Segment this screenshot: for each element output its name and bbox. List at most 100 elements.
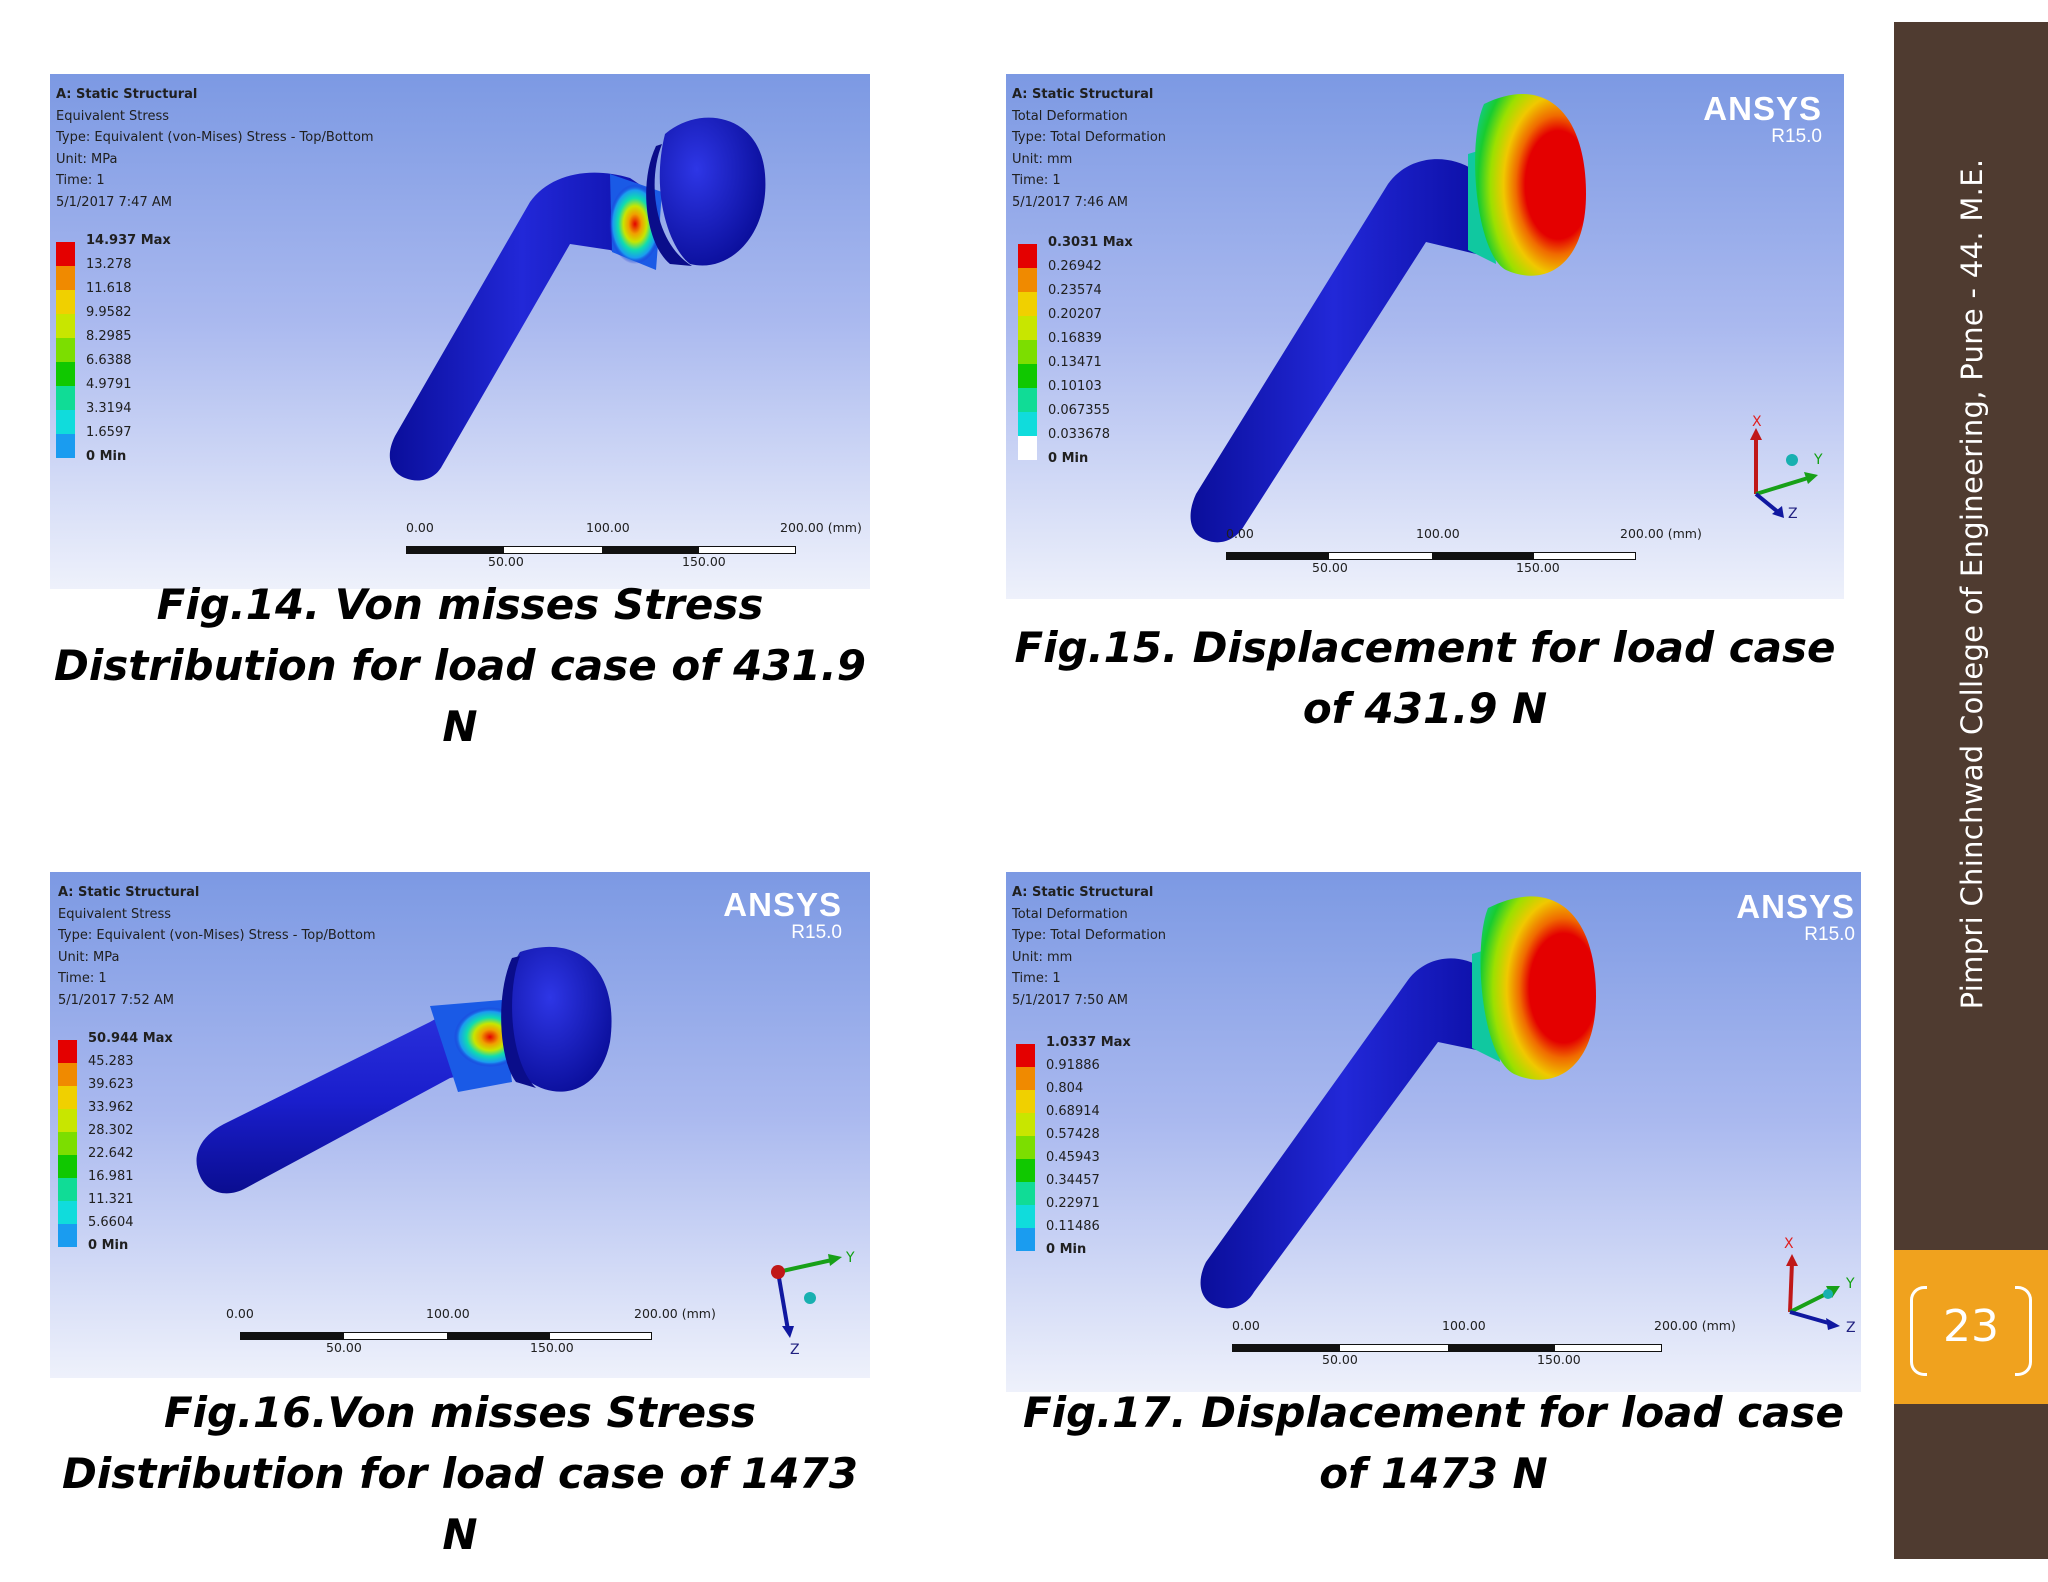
result-unit: Unit: mm (1012, 949, 1073, 965)
bracket-right-icon (2015, 1286, 2032, 1376)
page-number-badge: 23 (1894, 1250, 2048, 1404)
figure-14-viewport: A: Static Structural Equivalent Stress T… (50, 74, 870, 589)
result-info: A: Static Structural Equivalent Stress T… (56, 84, 374, 213)
scale-label: 100.00 (426, 1306, 470, 1321)
scale-bar: 0.00 100.00 200.00 (mm) 50.00 150.00 (1232, 1318, 1736, 1370)
legend-label: 13.278 (86, 257, 132, 272)
analysis-header: A: Static Structural (1012, 885, 1154, 900)
legend-label: 0.804 (1046, 1081, 1084, 1096)
scale-label: 200.00 (mm) (1654, 1318, 1736, 1333)
result-time: Time: 1 (1012, 971, 1061, 986)
scale-label: 150.00 (530, 1340, 574, 1355)
scale-label: 0.00 (406, 520, 434, 535)
result-name: Equivalent Stress (56, 108, 170, 124)
legend-label: 22.642 (88, 1146, 134, 1161)
figure-15-caption: Fig.15. Displacement for load case of 43… (1014, 623, 1836, 733)
legend-label: 50.944 Max (88, 1031, 173, 1046)
legend-label: 0 Min (1048, 451, 1089, 466)
result-name: Equivalent Stress (58, 906, 172, 922)
legend-label: 11.618 (86, 281, 132, 296)
legend-label: 0.20207 (1048, 307, 1102, 322)
page-number: 23 (1943, 1301, 1999, 1352)
scale-label: 100.00 (1442, 1318, 1486, 1333)
figure-16-caption: Fig.16.Von misses Stress Distribution fo… (62, 1388, 858, 1559)
legend-label: 0 Min (86, 449, 127, 464)
figure-17-caption: Fig.17. Displacement for load case of 14… (1023, 1388, 1844, 1498)
legend-label: 28.302 (88, 1123, 134, 1138)
legend-label: 0.57428 (1046, 1127, 1100, 1142)
ansys-logo: ANSYS R15.0 (1736, 888, 1855, 946)
legend-label: 1.0337 Max (1046, 1035, 1131, 1050)
scale-bar: 0.00 100.00 200.00 (mm) 50.00 150.00 (406, 520, 866, 572)
legend-label: 0.22971 (1046, 1196, 1100, 1211)
legend-label: 0.34457 (1046, 1173, 1100, 1188)
scale-label: 200.00 (mm) (634, 1306, 716, 1321)
legend-label: 0.11486 (1046, 1219, 1100, 1234)
figure-14-caption: Fig.14. Von misses Stress Distribution f… (54, 580, 866, 751)
axis-triad-icon: X Y Z (1784, 1236, 1856, 1336)
axis-label: Z (1846, 1320, 1856, 1336)
legend-label: 45.283 (88, 1054, 134, 1069)
implant-stress-model (196, 946, 612, 1194)
scale-label: 50.00 (326, 1340, 362, 1355)
analysis-header: A: Static Structural (58, 885, 200, 900)
scale-bar: 0.00 100.00 200.00 (mm) 50.00 150.00 (1226, 526, 1702, 578)
legend-label: 0.23574 (1048, 283, 1102, 298)
scale-label: 50.00 (488, 554, 524, 569)
axis-label: Y (1845, 1276, 1855, 1292)
implant-deformation-model (1190, 94, 1586, 543)
legend-label: 8.2985 (86, 329, 132, 344)
figure-15-viewport: A: Static Structural Total Deformation T… (1006, 74, 1844, 599)
legend-label: 16.981 (88, 1169, 134, 1184)
implant-stress-model (389, 117, 766, 481)
axis-triad-icon: X Y Z (1750, 414, 1823, 522)
institution-label: Pimpri Chinchwad College of Engineering,… (1955, 158, 1989, 1010)
result-type: Type: Total Deformation (1012, 130, 1167, 145)
analysis-header: A: Static Structural (56, 87, 198, 102)
implant-deformation-model (1200, 896, 1596, 1309)
result-type: Type: Equivalent (von-Mises) Stress - To… (56, 130, 374, 145)
figure-16-viewport: A: Static Structural Equivalent Stress T… (50, 872, 870, 1378)
scale-label: 200.00 (mm) (1620, 526, 1702, 541)
scale-label: 150.00 (682, 554, 726, 569)
legend-label: 9.9582 (86, 305, 132, 320)
legend-label: 0 Min (88, 1238, 129, 1253)
scale-label: 50.00 (1322, 1352, 1358, 1367)
result-time: Time: 1 (58, 971, 107, 986)
legend-label: 0.033678 (1048, 427, 1111, 442)
result-unit: Unit: MPa (58, 949, 120, 965)
scale-label: 200.00 (mm) (780, 520, 862, 535)
scale-bar: 0.00 100.00 200.00 (mm) 50.00 150.00 (226, 1306, 786, 1358)
legend-label: 0.68914 (1046, 1104, 1100, 1119)
legend-label: 0.45943 (1046, 1150, 1100, 1165)
result-date: 5/1/2017 7:50 AM (1012, 992, 1128, 1008)
result-type: Type: Equivalent (von-Mises) Stress - To… (58, 928, 376, 943)
axis-label: Z (1788, 506, 1798, 522)
legend-label: 0.10103 (1048, 379, 1102, 394)
axis-label: X (1752, 414, 1762, 430)
result-info: A: Static Structural Total Deformation T… (1012, 882, 1166, 1011)
result-date: 5/1/2017 7:47 AM (56, 194, 172, 210)
legend-label: 0.26942 (1048, 259, 1102, 274)
legend-label: 0.91886 (1046, 1058, 1100, 1073)
axis-label: Y (845, 1250, 855, 1266)
scale-label: 150.00 (1516, 560, 1560, 575)
axis-label: X (1784, 1236, 1794, 1252)
scale-label: 0.00 (1232, 1318, 1260, 1333)
legend-label: 3.3194 (86, 401, 132, 416)
legend-label: 1.6597 (86, 425, 132, 440)
legend-label: 14.937 Max (86, 233, 171, 248)
ansys-logo: ANSYS R15.0 (1703, 90, 1822, 148)
legend-label: 6.6388 (86, 353, 132, 368)
legend-label: 0.067355 (1048, 403, 1111, 418)
legend-label: 11.321 (88, 1192, 134, 1207)
ansys-logo: ANSYS R15.0 (723, 886, 842, 944)
scale-label: 50.00 (1312, 560, 1348, 575)
legend-label: 5.6604 (88, 1215, 134, 1230)
bracket-left-icon (1910, 1286, 1927, 1376)
scale-label: 100.00 (586, 520, 630, 535)
scale-label: 0.00 (226, 1306, 254, 1321)
legend-label: 33.962 (88, 1100, 134, 1115)
scale-label: 150.00 (1537, 1352, 1581, 1367)
axis-label: Y (1813, 452, 1823, 468)
